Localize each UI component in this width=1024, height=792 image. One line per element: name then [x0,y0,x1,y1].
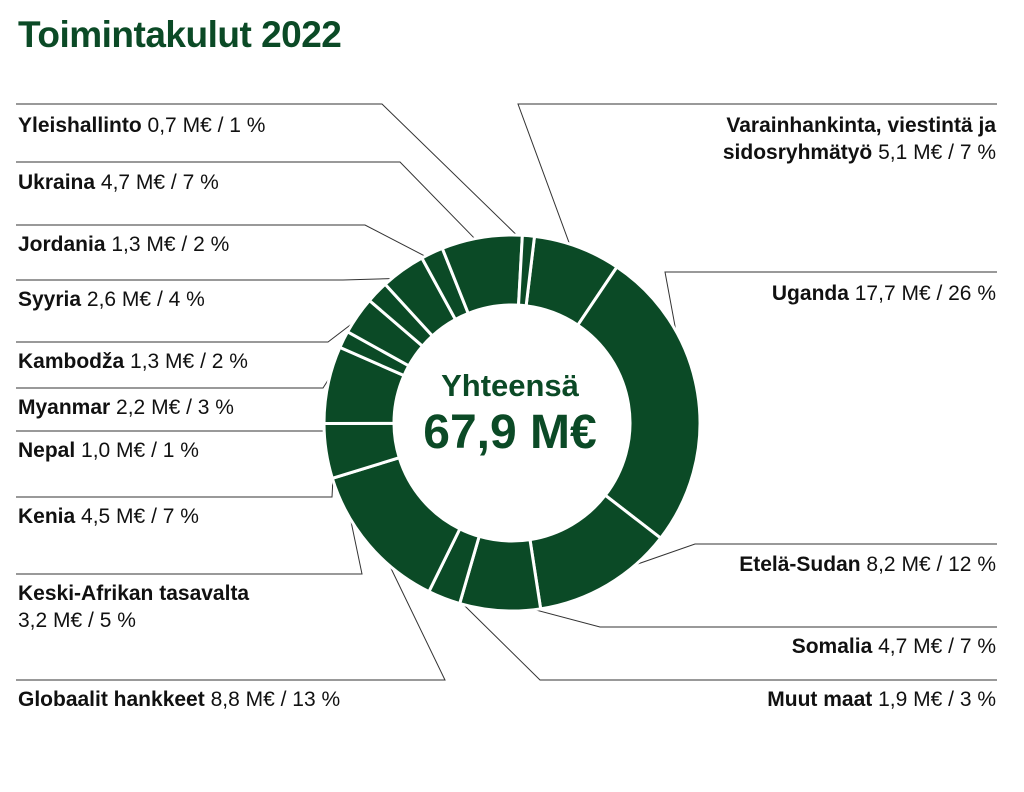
leader-line [16,277,409,281]
slice-name: Uganda [771,282,849,305]
slice-value: 3,2 M€ / 5 % [18,609,136,632]
label-myanmar: Myanmar 2,2 M€ / 3 % [18,394,234,421]
label-etela-sudan: Etelä-Sudan 8,2 M€ / 12 % [739,551,996,578]
slice-value: 4,5 M€ / 7 % [81,505,199,528]
chart-title: Toimintakulut 2022 [18,14,342,55]
slice-value: 1,9 M€ / 3 % [878,688,996,711]
slice-value: 2,6 M€ / 4 % [86,288,205,311]
label-kenia: Kenia 4,5 M€ / 7 % [18,503,199,530]
slice-name: Myanmar [18,396,111,419]
slice-name: Nepal [18,439,76,462]
slice-value: 4,7 M€ / 7 % [100,171,219,194]
slice-name: Syyria [18,288,82,311]
slice-value: 8,2 M€ / 12 % [866,553,996,576]
slice-name: sidosryhmätyö [722,141,873,164]
slice-yleishallinto [516,233,537,308]
label-somalia: Somalia 4,7 M€ / 7 % [792,633,996,660]
label-varainhankinta: Varainhankinta, viestintä ja sidosryhmät… [723,112,996,166]
slice-name: Keski-Afrikan tasavalta [18,582,250,605]
slice-name: Somalia [791,635,873,658]
leader-line [16,224,437,263]
slice-value: 17,7 M€ / 26 % [854,282,996,305]
slice-value: 2,2 M€ / 3 % [116,396,234,419]
slice-value: 8,8 M€ / 13 % [210,688,341,711]
center-total: 67,9 M€ [423,406,597,459]
label-nepal: Nepal 1,0 M€ / 1 % [18,437,199,464]
slice-name: Jordania [18,233,106,256]
leader-line [500,600,997,628]
slice-name: Kenia [18,505,76,528]
label-kambodza: Kambodža 1,3 M€ / 2 % [18,348,248,375]
leader-line [447,588,997,681]
slice-name: Globaalit hankkeet [18,688,205,711]
slice-value: 0,7 M€ / 1 % [147,114,266,137]
label-muut-maat: Muut maat 1,9 M€ / 3 % [767,686,996,713]
slice-value: 1,0 M€ / 1 % [81,439,199,462]
slice-name: Kambodža [18,350,125,373]
label-uganda: Uganda 17,7 M€ / 26 % [772,280,996,307]
label-yleishallinto: Yleishallinto 0,7 M€ / 1 % [18,112,265,139]
label-jordania: Jordania 1,3 M€ / 2 % [18,231,229,258]
leader-line [16,103,528,247]
slice-value: 5,1 M€ / 7 % [878,141,996,164]
slice-name: Muut maat [767,688,873,711]
label-syyria: Syyria 2,6 M€ / 4 % [18,286,205,313]
leader-line [517,103,997,257]
slice-name: Etelä-Sudan [739,553,861,576]
label-globaalit-hankkeet: Globaalit hankkeet 8,8 M€ / 13 % [18,686,340,713]
slice-name: Ukraina [18,171,96,194]
slice-value: 4,7 M€ / 7 % [878,635,996,658]
center-label: Yhteensä [441,368,579,403]
donut-slices [322,233,702,613]
label-ukraina: Ukraina 4,7 M€ / 7 % [18,169,219,196]
label-keski-afrikan-tasavalta: Keski-Afrikan tasavalta 3,2 M€ / 5 % [18,580,249,634]
slice-value: 1,3 M€ / 2 % [111,233,230,256]
slice-name: Yleishallinto [18,114,142,137]
leader-line [16,161,484,248]
slice-value: 1,3 M€ / 2 % [130,350,248,373]
slice-uganda [575,264,702,541]
leader-line [16,538,446,681]
slice-name: Varainhankinta, viestintä ja [726,114,996,137]
